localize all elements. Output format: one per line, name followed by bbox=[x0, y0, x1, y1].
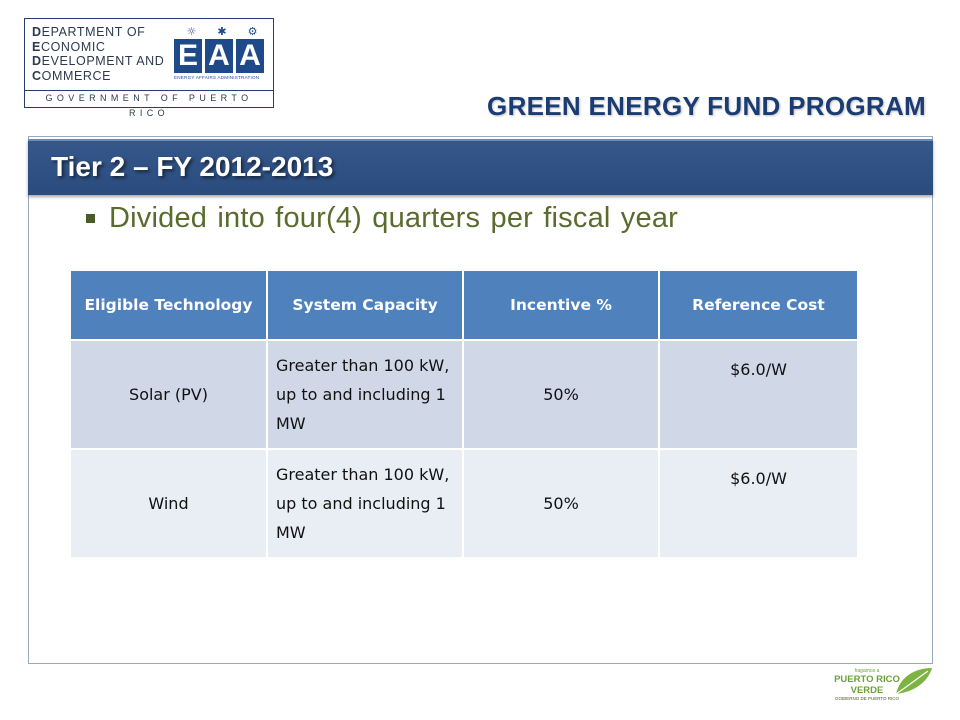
header-system-capacity: System Capacity bbox=[267, 271, 464, 340]
table-row: Solar (PV) Greater than 100 kW, up to an… bbox=[71, 339, 857, 449]
department-logo: DEPARTMENT OF ECONOMIC DEVELOPMENT AND C… bbox=[24, 18, 274, 118]
footer-gov-text: GOBIERNO DE PUERTO RICO bbox=[834, 696, 900, 701]
bullet-item: Divided into four(4) quarters per fiscal… bbox=[86, 202, 678, 235]
cell-technology: Wind bbox=[71, 448, 268, 557]
energy-icons: ☼ ✱ ⚙ bbox=[176, 25, 268, 39]
dept-initial: D bbox=[32, 54, 42, 68]
dept-word: EPARTMENT OF bbox=[41, 25, 146, 39]
cell-capacity: Greater than 100 kW, up to and including… bbox=[267, 339, 464, 449]
dept-line: DEVELOPMENT AND bbox=[32, 54, 172, 69]
footer-logo-text: hagamos a PUERTO RICO VERDE GOBIERNO DE … bbox=[832, 668, 902, 702]
eaa-letter: A bbox=[205, 39, 233, 73]
government-label: GOVERNMENT OF PUERTO RICO bbox=[25, 90, 273, 118]
dept-name: DEPARTMENT OF ECONOMIC DEVELOPMENT AND C… bbox=[32, 25, 172, 83]
table-row: Wind Greater than 100 kW, up to and incl… bbox=[71, 448, 857, 557]
footer-small-text: hagamos a bbox=[854, 668, 880, 674]
eaa-subtitle: ENERGY AFFAIRS ADMINISTRATION bbox=[174, 75, 260, 80]
footer-line2: VERDE bbox=[850, 685, 884, 696]
header-eligible-technology: Eligible Technology bbox=[71, 271, 268, 340]
tier-header-bar: Tier 2 – FY 2012-2013 bbox=[28, 139, 933, 195]
leaf-icon bbox=[895, 668, 932, 695]
dept-word: CONOMIC bbox=[40, 39, 106, 54]
eaa-letter: A bbox=[236, 39, 264, 73]
cell-technology: Solar (PV) bbox=[71, 339, 268, 449]
eaa-logo: ☼ ✱ ⚙ E A A ENERGY AFFAIRS ADMINISTRATIO… bbox=[174, 25, 266, 83]
eaa-letters: E A A bbox=[174, 39, 266, 73]
header-incentive: Incentive % bbox=[463, 271, 660, 340]
square-bullet-icon bbox=[86, 214, 95, 223]
bullet-text: Divided into four(4) quarters per fiscal… bbox=[109, 202, 679, 234]
cell-capacity: Greater than 100 kW, up to and including… bbox=[267, 448, 464, 557]
dept-initial: E bbox=[32, 39, 41, 54]
sun-icon: ☼ bbox=[186, 25, 197, 38]
header-reference-cost: Reference Cost bbox=[659, 271, 857, 340]
cell-cost: $6.0/W bbox=[659, 448, 857, 557]
puerto-rico-verde-logo: hagamos a PUERTO RICO VERDE GOBIERNO DE … bbox=[832, 664, 936, 710]
content-frame bbox=[28, 136, 933, 664]
gear-icon: ⚙ bbox=[247, 25, 258, 38]
dept-line: DEPARTMENT OF bbox=[32, 25, 172, 40]
cell-cost: $6.0/W bbox=[659, 339, 857, 449]
dept-initial: D bbox=[32, 25, 42, 39]
cell-incentive: 50% bbox=[463, 448, 660, 557]
table-header-row: Eligible Technology System Capacity Ince… bbox=[71, 271, 857, 340]
eaa-letter: E bbox=[174, 39, 202, 73]
dept-word: OMMERCE bbox=[41, 68, 112, 83]
incentive-table: Eligible Technology System Capacity Ince… bbox=[71, 271, 857, 557]
dept-line: ECONOMIC bbox=[32, 40, 172, 55]
dept-line: COMMERCE bbox=[32, 69, 172, 84]
dept-initial: C bbox=[32, 68, 42, 83]
slide-title: Tier 2 – FY 2012-2013 bbox=[51, 151, 334, 182]
dept-word: EVELOPMENT AND bbox=[41, 54, 165, 68]
bulb-icon: ✱ bbox=[217, 25, 227, 38]
program-title: GREEN ENERGY FUND PROGRAM bbox=[487, 91, 926, 121]
cell-incentive: 50% bbox=[463, 339, 660, 449]
footer-line1: PUERTO RICO bbox=[834, 674, 900, 685]
